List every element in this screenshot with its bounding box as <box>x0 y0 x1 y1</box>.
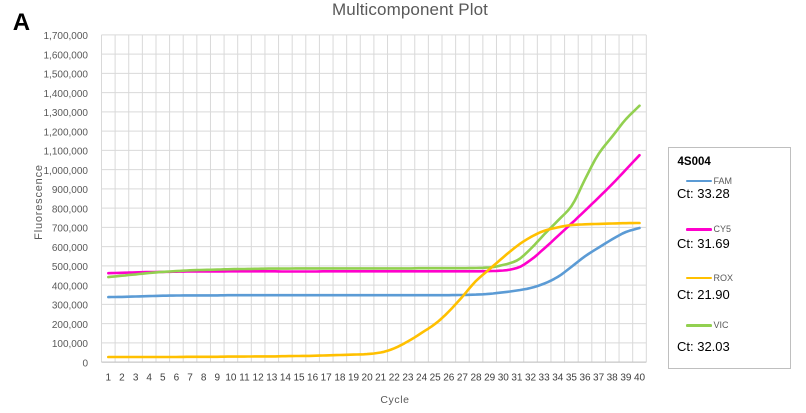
svg-text:1: 1 <box>106 373 112 384</box>
svg-text:29: 29 <box>484 373 496 384</box>
svg-text:4: 4 <box>146 373 152 384</box>
svg-text:10: 10 <box>225 373 237 384</box>
svg-text:28: 28 <box>470 373 482 384</box>
svg-text:36: 36 <box>579 373 591 384</box>
svg-text:35: 35 <box>566 373 578 384</box>
svg-text:200,000: 200,000 <box>52 320 89 331</box>
svg-text:0: 0 <box>82 358 88 369</box>
svg-text:600,000: 600,000 <box>52 243 89 254</box>
svg-text:11: 11 <box>239 373 250 384</box>
svg-text:38: 38 <box>607 373 619 384</box>
svg-text:37: 37 <box>593 373 605 384</box>
svg-text:23: 23 <box>402 373 414 384</box>
svg-text:1,200,000: 1,200,000 <box>44 127 89 138</box>
svg-text:7: 7 <box>187 373 193 384</box>
svg-text:500,000: 500,000 <box>52 262 89 273</box>
svg-text:1,500,000: 1,500,000 <box>44 70 89 81</box>
svg-text:24: 24 <box>416 373 428 384</box>
svg-text:1,400,000: 1,400,000 <box>44 89 89 100</box>
svg-text:26: 26 <box>443 373 455 384</box>
svg-text:25: 25 <box>430 373 442 384</box>
svg-text:9: 9 <box>215 373 221 384</box>
svg-text:33: 33 <box>539 373 551 384</box>
svg-text:1,700,000: 1,700,000 <box>44 31 89 42</box>
svg-text:18: 18 <box>334 373 346 384</box>
svg-text:100,000: 100,000 <box>52 339 89 350</box>
svg-text:300,000: 300,000 <box>52 301 89 312</box>
svg-text:40: 40 <box>634 373 646 384</box>
svg-text:34: 34 <box>552 373 564 384</box>
svg-text:27: 27 <box>457 373 469 384</box>
svg-text:22: 22 <box>389 373 401 384</box>
svg-text:39: 39 <box>620 373 632 384</box>
svg-text:800,000: 800,000 <box>52 204 89 215</box>
svg-text:1,300,000: 1,300,000 <box>44 108 89 119</box>
svg-text:21: 21 <box>375 373 387 384</box>
svg-text:8: 8 <box>201 373 207 384</box>
svg-text:5: 5 <box>160 373 166 384</box>
svg-text:31: 31 <box>511 373 523 384</box>
svg-text:1,100,000: 1,100,000 <box>44 147 89 158</box>
svg-text:1,600,000: 1,600,000 <box>44 50 89 61</box>
svg-text:3: 3 <box>133 373 139 384</box>
svg-text:15: 15 <box>293 373 305 384</box>
svg-text:32: 32 <box>525 373 537 384</box>
svg-text:6: 6 <box>174 373 180 384</box>
svg-text:14: 14 <box>280 373 292 384</box>
svg-text:17: 17 <box>321 373 333 384</box>
svg-text:30: 30 <box>498 373 510 384</box>
svg-text:20: 20 <box>362 373 374 384</box>
svg-text:2: 2 <box>119 373 125 384</box>
svg-text:19: 19 <box>348 373 360 384</box>
svg-text:1,000,000: 1,000,000 <box>44 166 89 177</box>
svg-text:700,000: 700,000 <box>52 224 89 235</box>
svg-text:12: 12 <box>253 373 265 384</box>
svg-text:400,000: 400,000 <box>52 281 89 292</box>
svg-text:900,000: 900,000 <box>52 185 89 196</box>
svg-text:13: 13 <box>266 373 278 384</box>
svg-text:16: 16 <box>307 373 319 384</box>
